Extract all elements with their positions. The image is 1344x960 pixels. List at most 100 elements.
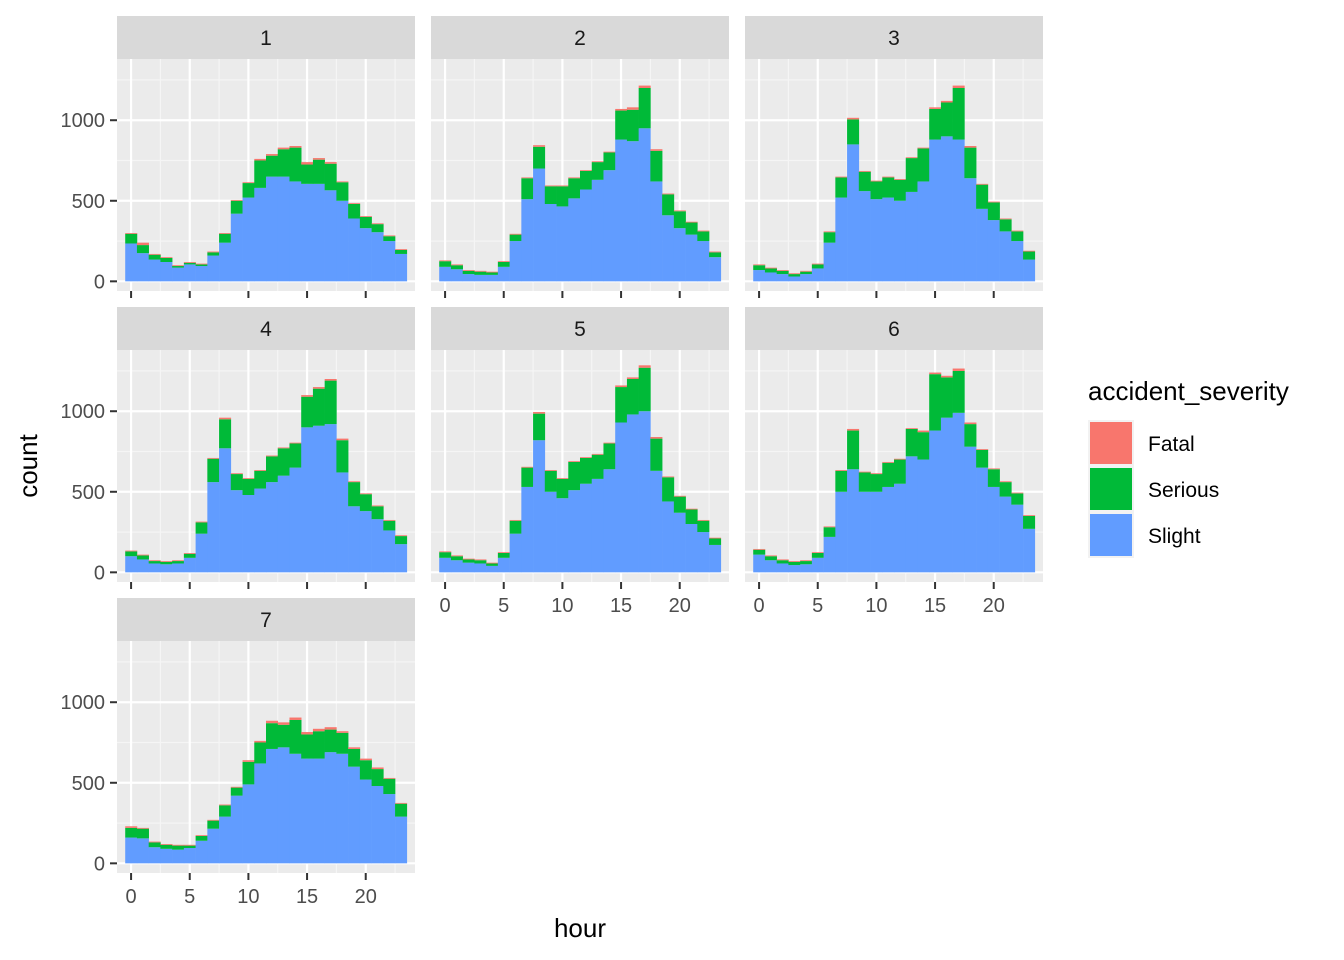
bar-segment-slight [929,430,942,573]
bar-segment-serious [788,561,801,566]
bar-segment-fatal [160,561,173,562]
bar-segment-serious [195,522,208,534]
bar-segment-slight [172,563,185,573]
bar-segment-slight [521,486,534,573]
bar-segment-fatal [439,260,452,262]
bar-segment-serious [753,265,766,271]
bar-segment-fatal [533,145,546,147]
bar-segment-fatal [289,717,302,720]
bar-segment-serious [183,553,196,558]
bar-segment-fatal [183,262,196,263]
facet-strip-label-6: 6 [888,318,900,341]
x-tick-label: 10 [865,595,887,617]
bar-segment-slight [450,560,463,573]
bar-segment-serious [497,262,510,267]
bar-segment-slight [136,559,149,573]
bar-segment-slight [348,218,361,282]
bar-segment-serious [591,454,604,479]
bar-segment-serious [509,520,522,534]
bar-segment-serious [811,553,824,558]
bar-segment-fatal [172,560,185,562]
bar-segment-slight [497,557,510,573]
bar-segment-slight [207,482,220,573]
bar-segment-serious [753,549,766,555]
bar-segment-fatal [823,526,836,528]
bar-segment-serious [219,805,232,817]
bar-segment-fatal [219,804,232,806]
bar-segment-serious [450,556,463,561]
bar-segment-slight [987,486,1000,573]
bar-segment-serious [183,262,196,265]
bar-segment-serious [312,731,325,759]
bar-segment-fatal [580,457,593,458]
bar-segment-fatal [324,379,337,381]
bar-segment-serious [858,171,871,192]
bar-segment-serious [568,178,581,199]
bar-segment-serious [882,177,895,198]
bar-segment-fatal [336,181,349,183]
bar-segment-serious [685,509,698,524]
bar-segment-slight [474,274,487,282]
bar-segment-fatal [603,151,616,153]
bar-segment-fatal [383,235,396,237]
bar-segment-fatal [894,179,907,180]
bar-segment-serious [207,252,220,256]
bar-segment-fatal [230,199,243,201]
bar-segment-slight [136,253,149,282]
bar-segment-fatal [788,273,801,275]
bar-segment-fatal [556,478,569,479]
bar-segment-fatal [136,827,149,829]
bar-segment-fatal [847,428,860,431]
bar-segment-serious [277,448,290,476]
bar-segment-serious [580,457,593,484]
bar-segment-serious [324,163,337,191]
bar-segment-fatal [497,552,510,553]
bar-segment-slight [359,228,372,282]
bar-segment-fatal [266,455,279,457]
bar-segment-fatal [662,476,675,478]
bar-segment-fatal [626,377,639,379]
y-axis-title: count [13,433,43,497]
bar-segment-serious [395,249,408,254]
bar-segment-fatal [183,844,196,846]
bar-segment-serious [811,264,824,269]
bar-segment-serious [905,428,918,457]
bar-segment-serious [521,467,534,487]
bar-segment-serious [450,265,463,270]
bar-segment-serious [544,186,557,204]
bar-segment-slight [811,268,824,282]
bar-segment-fatal [626,107,639,110]
bar-segment-slight [580,483,593,573]
bar-segment-slight [835,197,848,282]
bar-segment-fatal [160,257,173,258]
bar-segment-slight [183,264,196,282]
bar-segment-fatal [254,470,267,471]
bar-segment-slight [788,565,801,573]
facet-panel-2: 2 [431,16,729,298]
bar-segment-serious [800,271,813,275]
bar-segment-fatal [709,251,722,253]
bar-segment-slight [254,187,267,282]
bar-segment-fatal [450,555,463,557]
facet-strip-5 [431,307,729,350]
bar-segment-slight [685,524,698,573]
bar-segment-serious [207,820,220,829]
bar-segment-slight [940,136,953,282]
bar-segment-serious [626,109,639,142]
bar-segment-slight [383,241,396,282]
bar-segment-fatal [148,560,161,562]
bar-segment-slight [462,274,475,282]
bar-segment-fatal [544,185,557,187]
bar-segment-serious [603,152,616,171]
bar-segment-fatal [230,473,243,475]
bar-segment-fatal [976,449,989,450]
bar-segment-slight [266,176,279,282]
bar-segment-serious [638,88,651,129]
bar-segment-fatal [929,372,942,375]
bar-segment-serious [964,424,977,447]
bar-segment-slight [219,816,232,864]
bar-segment-slight [125,837,138,864]
bar-segment-fatal [324,162,337,164]
bar-segment-serious [230,200,243,214]
bar-segment-serious [509,234,522,242]
